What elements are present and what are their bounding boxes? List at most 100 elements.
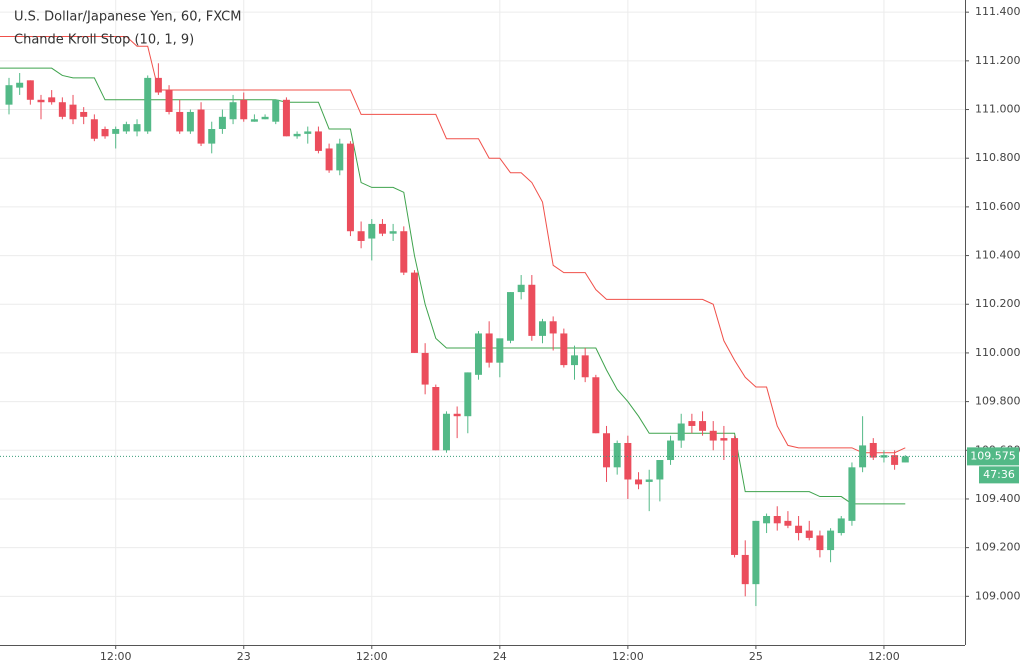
candle-body [731,438,739,555]
countdown-box [979,466,1019,484]
candle-body [688,421,696,426]
last-price-label: 109.575 [970,449,1016,462]
candle-body [378,223,386,234]
candle-body [304,131,312,134]
candle-body [389,231,397,234]
candle-body [357,231,365,241]
x-tick-label: 24 [493,650,507,663]
candle-body [69,104,77,120]
candle-body [837,518,845,534]
y-tick-label: 109.400 [975,492,1021,505]
candle-body [763,516,771,524]
candle-body [795,525,803,534]
candle-body [442,413,450,451]
candle-body [485,333,493,363]
candle-body [571,355,579,366]
candle-body [667,440,675,461]
candle-body [528,284,536,336]
candle-body [720,438,728,441]
candle-body [656,460,664,480]
y-tick-label: 110.400 [975,249,1021,262]
candle-body [805,530,813,538]
candle-body [560,333,568,366]
last-price-box [967,447,1019,466]
candle-body [635,479,643,485]
plot [0,36,909,607]
candle-body [261,116,269,120]
candle-body [165,90,173,112]
candle-body [752,520,760,585]
stop-line [0,67,906,505]
candle-body [325,148,333,171]
candle-body [133,124,141,132]
x-tick-label: 23 [237,650,251,663]
candle-body [101,129,109,137]
candle-body [250,119,258,122]
y-tick-label: 111.200 [975,54,1021,67]
y-tick-label: 110.800 [975,151,1021,164]
candle-body [368,223,376,239]
candle-body [506,292,514,341]
candle-body [432,387,440,451]
candle-body [346,143,354,232]
candle-body [186,111,194,132]
chart-title: U.S. Dollar/Japanese Yen, 60, FXCM [14,10,241,25]
candle-body [218,116,226,129]
candle-body [197,109,205,144]
y-tick-label: 110.200 [975,297,1021,310]
candle-body [314,131,322,151]
candle-body [624,442,632,480]
x-tick-label: 25 [749,650,763,663]
indicator-name: Chande Kroll Stop (10, 1, 9) [14,33,194,48]
candle-body [773,516,781,524]
candle-body [208,129,216,144]
candle-body [816,535,824,551]
candle-body [869,442,877,458]
candle-body [5,85,13,105]
candle-body [122,124,130,132]
candle-body [453,413,461,417]
candle-body [176,111,184,132]
candle-body [613,442,621,468]
x-tick-label: 12:00 [356,650,388,663]
y-tick-label: 111.400 [975,5,1021,18]
candle-body [827,530,835,551]
candle-body [784,520,792,526]
y-tick-label: 109.000 [975,589,1021,602]
candle-body [58,102,66,117]
x-tick-label: 12:00 [612,650,644,663]
candle-body [421,352,429,385]
candle-body [229,102,237,120]
candle-body [677,423,685,441]
candle-body [80,111,88,117]
candle-body [400,231,408,273]
candle-body [336,143,344,171]
candle-body [464,372,472,417]
candle-body [549,321,557,334]
candle-body [90,119,98,139]
candle-body [859,445,867,468]
candle-body [37,99,45,103]
candle-body [26,80,34,100]
candle-body [581,355,589,378]
candle-body [645,479,653,482]
candle-body [240,99,248,120]
y-tick-label: 109.200 [975,541,1021,554]
candle-body [474,333,482,375]
candle-body [880,455,888,458]
candle-body [293,133,301,137]
grid [0,0,965,645]
candle-body [603,433,611,468]
candle-body [741,554,749,585]
y-tick-label: 111.000 [975,103,1021,116]
candle-body [154,77,162,93]
y-tick-label: 109.800 [975,395,1021,408]
x-tick-label: 12:00 [100,650,132,663]
candle-body [282,99,290,137]
candle-body [699,421,707,431]
candle-body [112,129,120,134]
candle-body [48,97,56,103]
countdown-label: 47:36 [983,468,1015,481]
